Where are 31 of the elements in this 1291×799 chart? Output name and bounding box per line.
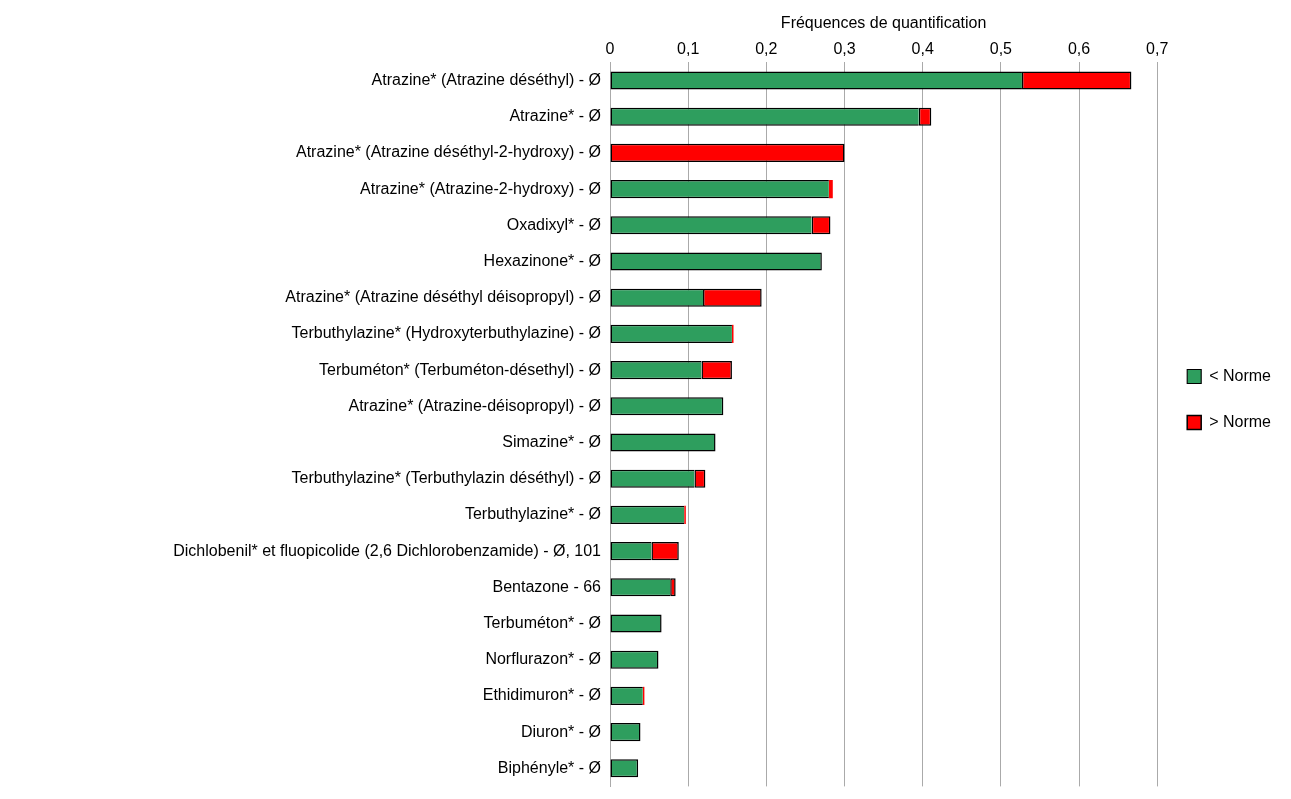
y-tick-label: Norflurazon* - Ø	[485, 650, 601, 668]
y-tick-label: Atrazine* (Atrazine déséthyl déisopropyl) - Ø	[285, 288, 601, 306]
y-tick-label: Atrazine* (Atrazine-déisopropyl) - Ø	[348, 396, 601, 414]
y-tick-label: Atrazine* (Atrazine-2-hydroxy) - Ø	[360, 179, 601, 197]
y-tick-label: Atrazine* - Ø	[509, 107, 601, 125]
y-tick-label: Oxadixyl* - Ø	[506, 215, 601, 233]
y-tick-label: Terbuméton* - Ø	[483, 613, 601, 631]
x-tick-label: 0,2	[755, 40, 778, 58]
x-tick-label: 0,4	[911, 40, 934, 58]
x-tick-label: 0,6	[1067, 40, 1091, 58]
x-tick-label: 0	[605, 40, 615, 58]
y-tick-label: Simazine* - Ø	[502, 432, 601, 450]
y-tick-label: Terbuméton* (Terbuméton-désethyl) - Ø	[319, 360, 601, 378]
y-tick-label: Ethidimuron* - Ø	[482, 686, 601, 704]
x-tick-label: 0,5	[989, 40, 1013, 58]
x-tick-label: 0,1	[677, 40, 700, 58]
y-tick-label: Biphényle* - Ø	[497, 758, 601, 776]
y-tick-label: Bentazone - 66	[492, 577, 602, 595]
y-tick-label: Atrazine* (Atrazine déséthyl-2-hydroxy) - Ø	[296, 143, 601, 161]
legend-label: < Norme	[1209, 366, 1272, 384]
y-tick-label: Terbuthylazine* - Ø	[464, 505, 601, 523]
x-tick-label: 0,3	[833, 40, 856, 58]
y-tick-label: Terbuthylazine* (Terbuthylazin déséthyl) - Ø	[291, 469, 601, 487]
y-tick-label: Diuron* - Ø	[520, 722, 601, 740]
legend-label: > Norme	[1209, 412, 1272, 430]
x-axis-title: Fréquences de quantification	[780, 14, 987, 32]
y-tick-label: Terbuthylazine* (Hydroxyterbuthylazine) - Ø	[291, 324, 601, 342]
y-tick-label: Atrazine* (Atrazine déséthyl) - Ø	[371, 70, 601, 88]
y-tick-label: Dichlobenil* et fluopicolide (2,6 Dichlorobenzamide) - Ø, 101	[173, 541, 602, 559]
x-tick-label: 0,7	[1146, 40, 1169, 58]
y-tick-label: Hexazinone* - Ø	[483, 251, 601, 269]
